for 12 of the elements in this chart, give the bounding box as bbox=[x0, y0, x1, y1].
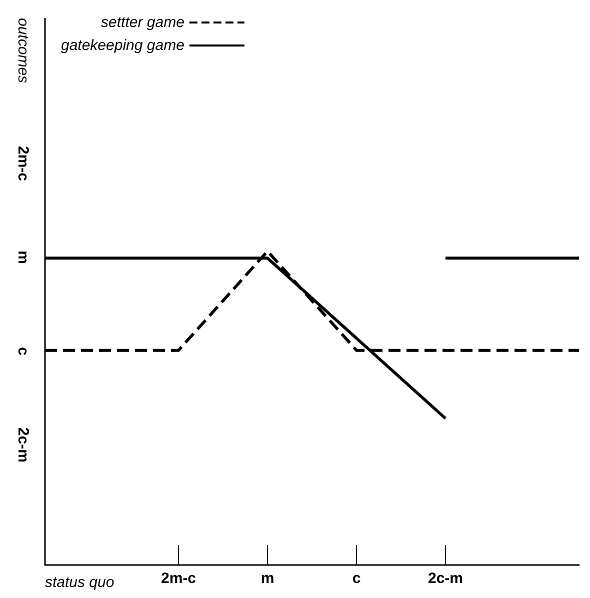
x-tick-label: m bbox=[260, 570, 274, 587]
x-tick-label: 2c-m bbox=[428, 570, 464, 587]
text: c bbox=[14, 346, 32, 356]
text: m bbox=[14, 250, 32, 264]
legend-label: settter game bbox=[101, 14, 184, 31]
x-axis-title: status quo bbox=[45, 574, 114, 591]
text: 2c-m bbox=[14, 427, 32, 462]
text: outcomes bbox=[14, 18, 32, 84]
x-tick-label: 2m-c bbox=[160, 570, 196, 587]
text: 2m-c bbox=[14, 146, 32, 182]
x-tick-label: c bbox=[352, 570, 361, 587]
legend-label: gatekeeping game bbox=[60, 37, 184, 54]
